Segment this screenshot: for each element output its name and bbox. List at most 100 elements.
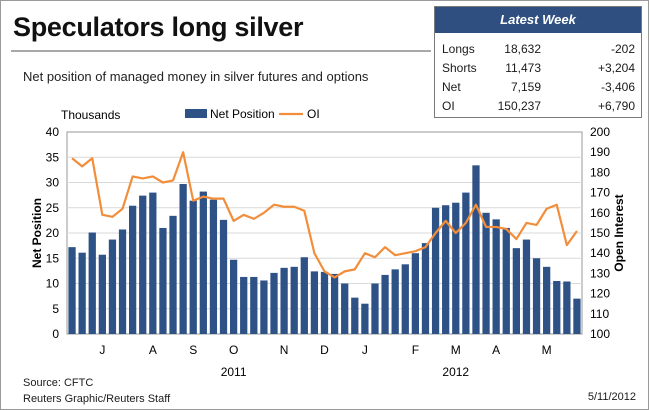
panel-change: -3,406	[600, 80, 635, 94]
net-position-bars	[68, 165, 581, 334]
net-position-bar	[169, 215, 177, 334]
month-label: S	[189, 343, 197, 357]
net-position-bar	[492, 219, 500, 334]
right-tick-label: 110	[590, 307, 609, 321]
net-position-bar	[452, 202, 460, 334]
net-position-bar	[179, 184, 187, 334]
net-position-bar	[68, 247, 76, 334]
net-position-bar	[78, 252, 86, 334]
right-axis-ticks: 100 110 120 130 140 150 160 170 180 190 200	[590, 125, 610, 341]
net-position-bar	[431, 207, 440, 334]
month-label: A	[492, 343, 500, 357]
net-position-bar	[229, 259, 238, 334]
panel-label: Shorts	[442, 61, 477, 75]
right-tick-label: 160	[590, 206, 610, 220]
publish-date: 5/11/2012	[587, 391, 636, 403]
legend: Net Position OI	[185, 107, 320, 121]
chart-subtitle: Net position of managed money in silver …	[23, 69, 369, 84]
net-position-bar	[411, 253, 420, 334]
panel-row-shorts: Shorts 11,473 +3,204	[435, 58, 641, 77]
net-position-bar	[341, 283, 349, 334]
right-tick-label: 170	[590, 186, 610, 200]
panel-value: 150,237	[497, 99, 541, 113]
legend-net-position-label: Net Position	[210, 107, 275, 121]
right-tick-label: 120	[590, 287, 610, 301]
net-position-bar	[88, 232, 96, 334]
right-tick-label: 100	[590, 327, 610, 341]
net-position-bar	[421, 243, 430, 334]
chart-title: Speculators long silver	[13, 12, 304, 42]
panel-value: 7,159	[510, 80, 541, 94]
month-label: M	[451, 343, 461, 357]
net-position-bar	[522, 239, 531, 334]
month-label: A	[149, 343, 157, 357]
net-position-bar	[381, 274, 389, 334]
left-tick-label: 35	[46, 150, 60, 164]
net-position-bar	[330, 273, 339, 334]
net-position-bar	[462, 192, 470, 334]
net-position-bar	[199, 191, 207, 334]
right-tick-label: 190	[590, 145, 610, 159]
panel-change: -202	[610, 42, 635, 56]
right-tick-label: 180	[590, 165, 610, 179]
net-position-bar	[219, 219, 228, 334]
net-position-bar	[108, 239, 117, 334]
net-position-bar	[260, 280, 268, 334]
panel-label: Longs	[442, 42, 475, 56]
units-label: Thousands	[61, 108, 120, 122]
net-position-bar	[391, 269, 399, 334]
net-position-bar	[532, 258, 541, 334]
net-position-bar	[98, 254, 106, 334]
right-tick-label: 150	[590, 226, 610, 240]
panel-label: Net	[442, 80, 461, 94]
right-axis-title: Open Interest	[612, 194, 626, 271]
net-position-bar	[553, 280, 561, 334]
net-position-bar	[310, 271, 319, 334]
left-axis-ticks: 0 5 10 15 20 25 30 35 40	[46, 125, 60, 341]
net-position-bar	[270, 272, 278, 334]
net-position-bar	[149, 192, 157, 334]
net-position-bar	[320, 271, 329, 334]
left-tick-label: 10	[46, 277, 60, 291]
net-position-bar	[118, 229, 127, 334]
net-position-bar	[240, 276, 248, 334]
panel-value: 18,632	[504, 42, 541, 56]
month-label: M	[542, 343, 552, 357]
right-tick-label: 200	[590, 125, 610, 139]
left-tick-label: 5	[52, 302, 59, 316]
net-position-bar	[543, 266, 551, 334]
net-position-bar	[290, 266, 298, 334]
net-position-bar	[139, 195, 147, 334]
latest-week-panel: Latest Week Longs 18,632 -202 Shorts 11,…	[434, 6, 642, 118]
month-label: J	[362, 343, 368, 357]
panel-value: 11,473	[505, 61, 541, 75]
net-position-bar	[159, 227, 167, 334]
month-label: J	[99, 343, 105, 357]
title-divider	[11, 50, 431, 52]
left-axis-title: Net Position	[30, 198, 44, 268]
oi-series-line	[71, 151, 578, 279]
net-position-bar	[250, 276, 258, 334]
left-tick-label: 0	[52, 327, 59, 341]
panel-label: OI	[442, 99, 455, 113]
right-tick-label: 140	[590, 246, 610, 260]
right-tick-label: 130	[590, 266, 610, 280]
left-tick-label: 15	[46, 251, 60, 265]
net-position-bar	[129, 205, 137, 334]
net-position-bar	[401, 264, 409, 334]
panel-row-net: Net 7,159 -3,406	[435, 77, 641, 96]
latest-week-header: Latest Week	[435, 7, 641, 33]
source-note: Source: CFTC	[23, 377, 94, 389]
net-position-bar	[482, 212, 490, 334]
panel-row-oi: OI 150,237 +6,790	[435, 96, 641, 115]
panel-change: +6,790	[597, 99, 635, 113]
net-position-bar	[209, 199, 218, 334]
year-labels: 2011 2012	[221, 365, 470, 379]
year-label: 2011	[221, 365, 247, 379]
legend-net-position-swatch	[185, 109, 207, 118]
net-position-bar	[189, 200, 197, 334]
net-position-bar	[442, 205, 450, 334]
